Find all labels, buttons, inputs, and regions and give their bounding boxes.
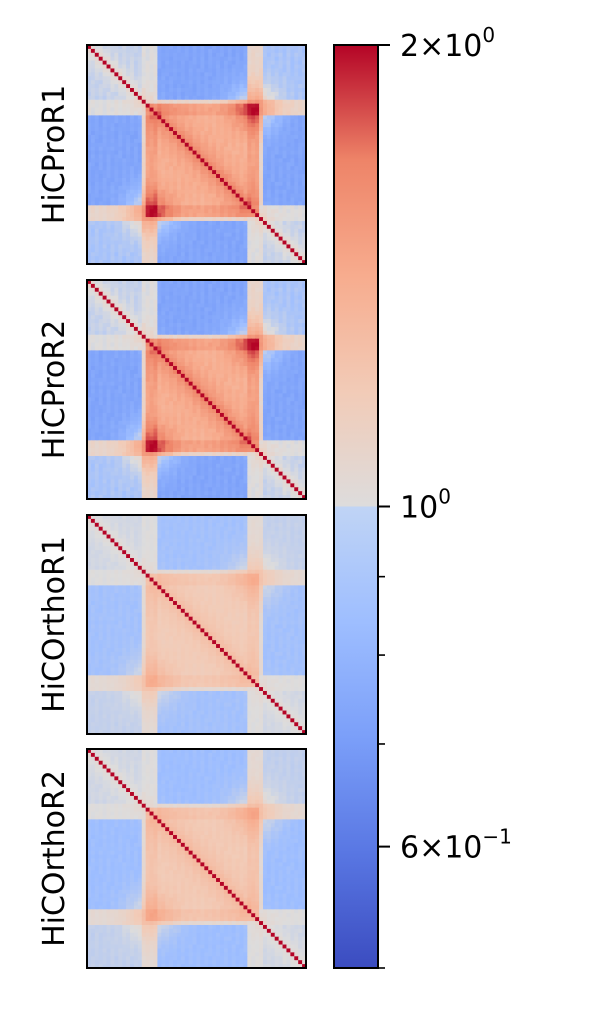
- panel-frame: [86, 279, 307, 500]
- panel-frame: [86, 748, 307, 969]
- heatmap-panel-2: [86, 279, 307, 500]
- colorbar-tick-label-2: 100: [400, 485, 451, 526]
- colorbar-tick-label-3: 6×10−1: [400, 825, 512, 866]
- panel-frame: [86, 514, 307, 735]
- heatmap-panel-4: [86, 748, 307, 969]
- heatmap-panels: HiCProR1 HiCProR2 HiCOrthoR1 HiCOrthoR2: [37, 44, 307, 969]
- panel-label-1: HiCProR1: [37, 85, 72, 224]
- heatmap-panel-1: [86, 44, 307, 265]
- colorbar-ticks: 2×100 100 6×10−1: [378, 23, 512, 969]
- heatmap-panel-3: [86, 514, 307, 735]
- panel-frame: [86, 44, 307, 265]
- colorbar-tick-label-1: 2×100: [400, 23, 495, 64]
- panel-label-3: HiCOrthoR1: [37, 536, 72, 713]
- colorbar-gradient: [334, 45, 378, 968]
- panel-label-2: HiCProR2: [37, 320, 72, 459]
- panel-label-4: HiCOrthoR2: [37, 770, 72, 947]
- colorbar: 2×100 100 6×10−1: [333, 23, 512, 969]
